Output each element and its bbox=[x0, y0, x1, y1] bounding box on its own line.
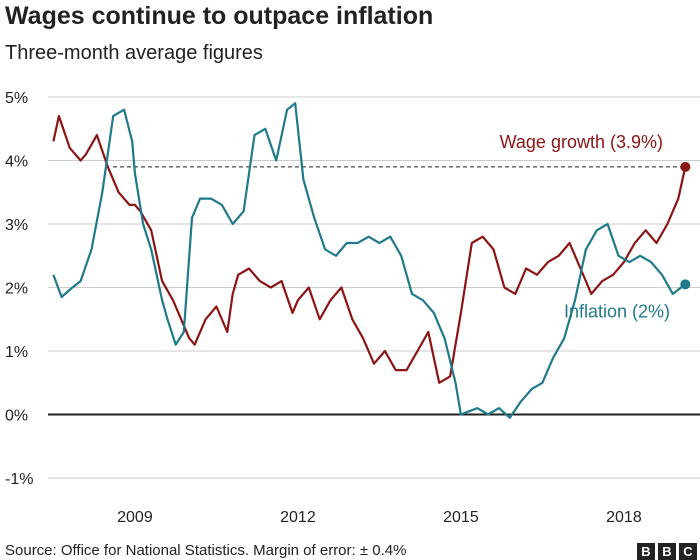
y-tick-label: -1% bbox=[5, 471, 33, 488]
chart-title: Wages continue to outpace inflation bbox=[5, 2, 434, 30]
wage-growth-endpoint bbox=[680, 161, 691, 172]
chart-subtitle: Three-month average figures bbox=[5, 42, 263, 64]
series-lines bbox=[52, 102, 691, 419]
inflation-line bbox=[52, 102, 686, 419]
y-tick-label: 5% bbox=[5, 90, 28, 107]
y-tick-label: 3% bbox=[5, 217, 28, 234]
logo-letter: C bbox=[679, 543, 697, 560]
inflation-label: Inflation (2%) bbox=[564, 301, 670, 321]
y-axis-ticks: 5% 4% 3% 2% 1% 0% -1% bbox=[5, 90, 33, 488]
x-tick-label: 2018 bbox=[606, 509, 642, 526]
source-note: Source: Office for National Statistics. … bbox=[5, 542, 407, 559]
y-tick-label: 1% bbox=[5, 344, 28, 361]
x-axis-ticks: 2009 2012 2015 2018 bbox=[117, 509, 642, 526]
x-tick-label: 2012 bbox=[280, 509, 316, 526]
inflation-endpoint bbox=[680, 279, 691, 290]
y-tick-label: 4% bbox=[5, 154, 28, 171]
y-tick-label: 0% bbox=[5, 408, 28, 425]
y-tick-label: 2% bbox=[5, 281, 28, 298]
bbc-logo: B B C bbox=[637, 543, 697, 560]
line-chart: 5% 4% 3% 2% 1% 0% -1% 2009 2012 2015 2018 Wage gr… bbox=[5, 90, 700, 526]
gridlines bbox=[48, 96, 700, 479]
wage-growth-label: Wage growth (3.9%) bbox=[500, 132, 663, 152]
x-tick-label: 2009 bbox=[117, 509, 153, 526]
logo-letter: B bbox=[637, 543, 655, 560]
logo-letter: B bbox=[658, 543, 676, 560]
wage-growth-line bbox=[52, 114, 687, 384]
x-tick-label: 2015 bbox=[443, 509, 479, 526]
